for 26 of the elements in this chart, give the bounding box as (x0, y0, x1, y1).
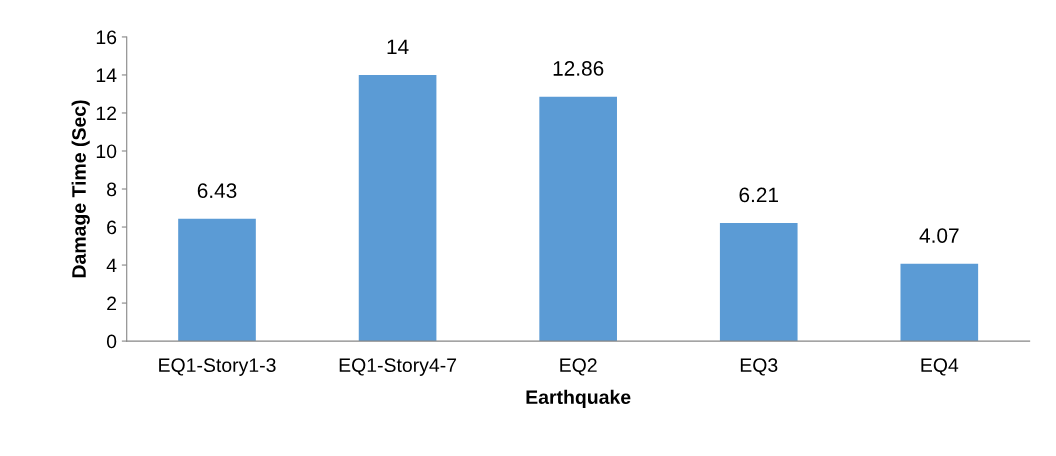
x-axis-title: Earthquake (526, 389, 631, 408)
bar (358, 74, 437, 342)
bar (719, 223, 798, 342)
x-tick-label: EQ4 (921, 358, 959, 376)
y-tick-label: 6 (107, 220, 117, 235)
data-label: 4.07 (919, 228, 959, 243)
data-label: 12.86 (553, 61, 604, 76)
y-tick-label: 12 (96, 106, 117, 121)
data-label: 6.21 (739, 187, 778, 203)
y-tick-label: 4 (106, 258, 117, 273)
y-tick-label: 8 (107, 182, 117, 197)
y-tick-label: 10 (96, 144, 117, 159)
x-tick-label: EQ2 (560, 358, 597, 376)
data-label: 14 (387, 39, 409, 54)
bar (178, 218, 256, 342)
y-tick-label: 14 (96, 68, 117, 82)
x-tick-label: EQ1-Story1-3 (159, 358, 276, 376)
data-label: 6.43 (197, 183, 237, 199)
x-tick-label: EQ1-Story4-7 (339, 358, 457, 376)
y-axis-title: Damage Time (Sec) (71, 100, 90, 278)
bar (900, 263, 979, 342)
x-tick-label: EQ3 (740, 358, 778, 376)
y-tick-label: 16 (96, 30, 117, 45)
bar (539, 96, 617, 342)
y-tick-label: 0 (106, 334, 117, 349)
y-tick-label: 2 (107, 296, 117, 311)
